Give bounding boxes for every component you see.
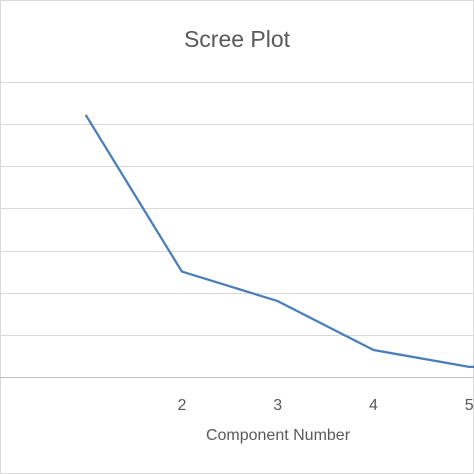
x-tick-label: 4 — [369, 397, 378, 414]
x-tick-label: 5 — [465, 397, 474, 414]
chart-title: Scree Plot — [184, 26, 291, 52]
series-line — [85, 114, 474, 369]
x-tick-label: 3 — [273, 397, 282, 414]
x-tick-label: 2 — [177, 397, 186, 414]
x-axis-label: Component Number — [206, 427, 351, 444]
